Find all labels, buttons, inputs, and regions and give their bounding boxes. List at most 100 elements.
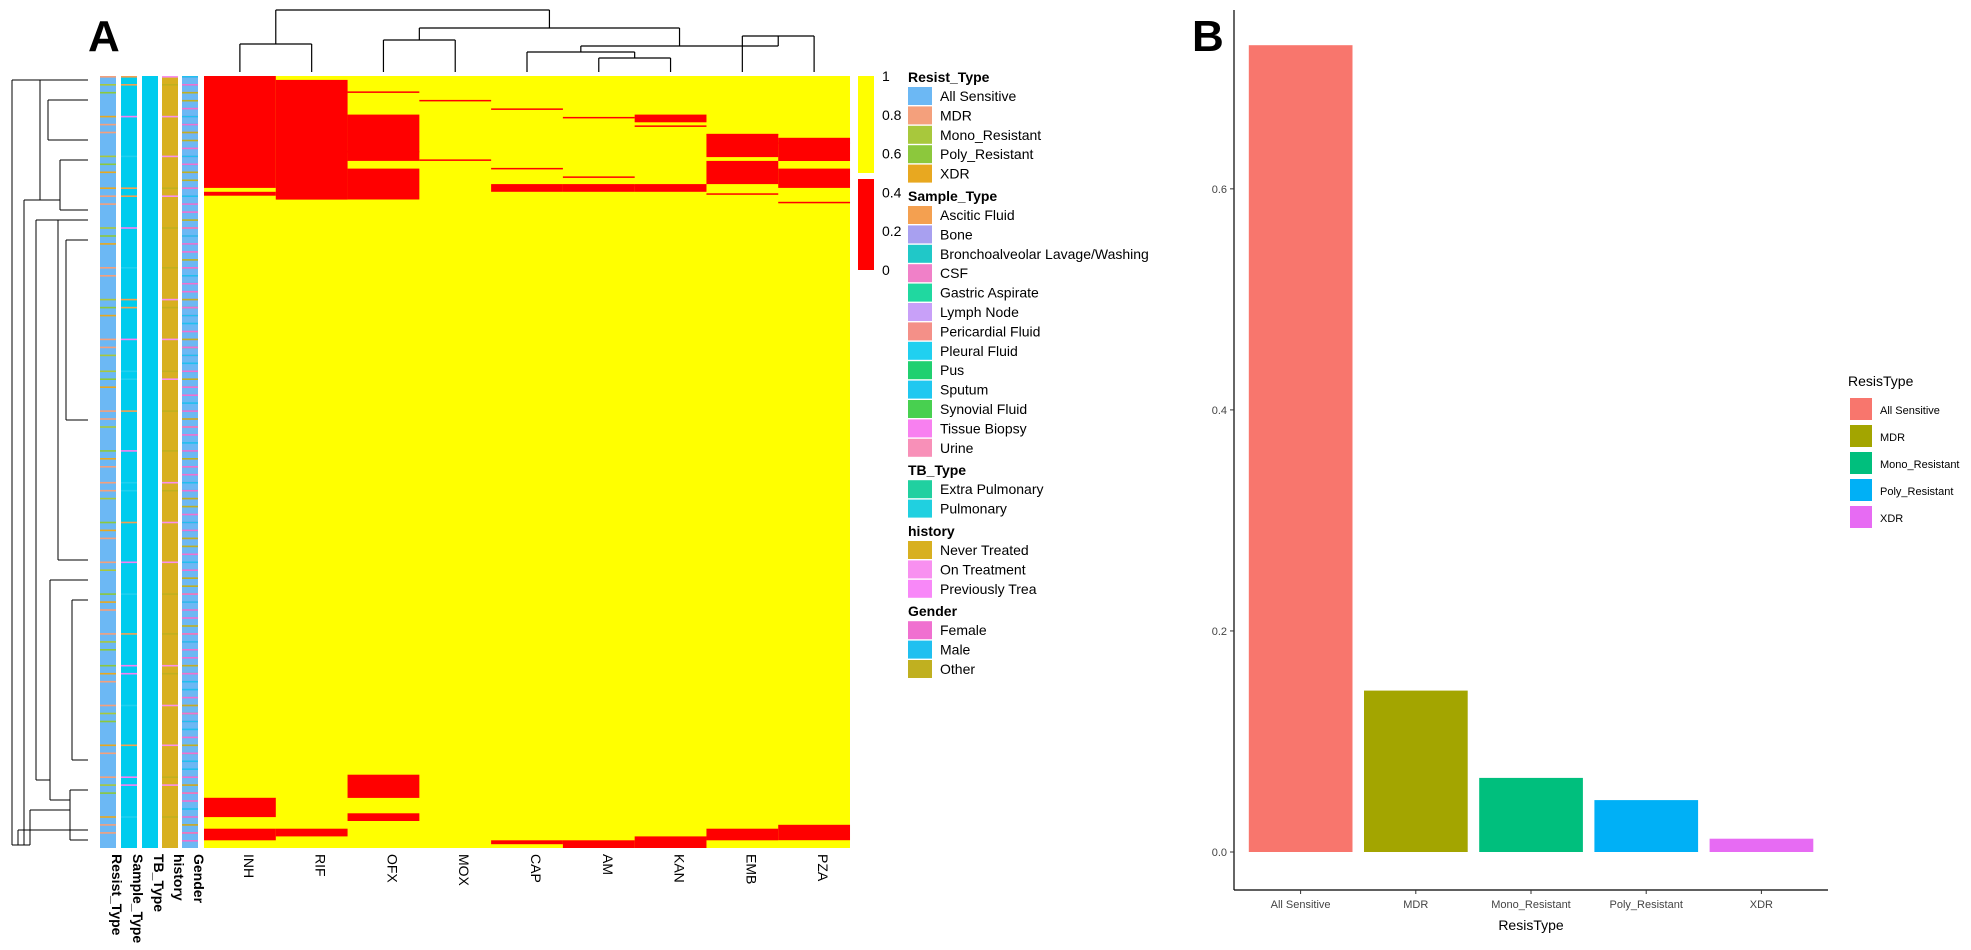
annotation-stripe xyxy=(182,282,198,285)
annotation-stripe xyxy=(182,314,198,317)
annotation-stripe xyxy=(100,306,116,309)
heatmap-cell-resistant xyxy=(347,91,420,93)
bar-mdr xyxy=(1364,690,1468,852)
bar-poly-resistant xyxy=(1594,800,1699,852)
color-scale-tick: 0.8 xyxy=(882,107,902,123)
annotation-stripe xyxy=(121,378,137,380)
legend-label: Sputum xyxy=(940,382,988,398)
heatmap-cell-resistant xyxy=(347,114,420,161)
annotation-stripe xyxy=(121,410,137,412)
annotation-stripe xyxy=(162,338,178,341)
annotation-stripe xyxy=(182,505,198,508)
legend-swatch xyxy=(908,206,932,224)
annotation-stripe xyxy=(162,816,178,818)
annotation-stripe xyxy=(162,744,178,747)
annotation-stripe xyxy=(182,553,198,556)
bar-xdr xyxy=(1709,838,1814,852)
legend-label: Gastric Aspirate xyxy=(940,285,1039,301)
annotation-track-gender xyxy=(182,76,198,848)
track-label: history xyxy=(171,854,187,901)
legend-swatch xyxy=(908,303,932,321)
annotation-stripe xyxy=(100,752,116,755)
annotation-stripe xyxy=(100,712,116,715)
heatmap-cell-resistant xyxy=(562,116,635,119)
heatmap-panel: A Resist_Type Sample_Type TB_Type history Ge… xyxy=(11,9,1149,943)
heatmap-cell-resistant xyxy=(778,824,851,841)
heatmap-cell-resistant xyxy=(275,79,348,200)
annotation-stripe xyxy=(162,378,178,380)
annotation-stripe xyxy=(100,91,116,94)
annotation-stripe xyxy=(121,187,137,189)
annotation-stripe xyxy=(182,195,198,197)
legend-label: Bronchoalveolar Lavage/Washing xyxy=(940,246,1149,262)
column-label: OFX xyxy=(384,854,400,883)
annotation-stripe xyxy=(162,481,178,484)
column-label: KAN xyxy=(672,854,688,883)
annotation-stripe xyxy=(100,609,116,611)
column-label: AM xyxy=(600,854,616,875)
heatmap-cell-resistant xyxy=(778,142,851,144)
annotation-stripe xyxy=(100,649,116,651)
annotation-stripe xyxy=(121,776,137,778)
heatmap-cell-resistant xyxy=(275,828,348,837)
bar-chart-panel: B 0.0 0.2 0.4 0.6 All Sensitive MDR Mono_Resis… xyxy=(1192,0,1971,945)
annotation-stripe xyxy=(100,123,116,126)
annotation-stripe xyxy=(162,227,178,229)
annotation-stripe xyxy=(162,195,178,197)
annotation-stripe xyxy=(100,426,116,428)
annotation-stripe xyxy=(182,672,198,675)
legend-label: Previously Trea xyxy=(940,581,1037,597)
annotation-stripe xyxy=(100,458,116,460)
annotation-stripe xyxy=(100,346,116,349)
annotation-stripe xyxy=(182,251,198,253)
annotation-stripe xyxy=(121,481,137,484)
annotation-stripe xyxy=(162,306,178,309)
annotation-stripe xyxy=(100,672,116,675)
color-scale-tick: 0.2 xyxy=(882,223,902,239)
annotation-stripe xyxy=(182,442,198,444)
annotation-stripe xyxy=(100,84,116,86)
annotation-stripe xyxy=(121,306,137,309)
legend-label: Never Treated xyxy=(940,542,1029,558)
annotation-stripe xyxy=(182,163,198,166)
legend-label: All Sensitive xyxy=(940,88,1016,104)
annotation-stripe xyxy=(100,298,116,301)
annotation-stripe xyxy=(182,752,198,755)
annotation-stripe xyxy=(100,832,116,834)
annotation-stripe xyxy=(182,219,198,221)
track-label: Resist_Type xyxy=(109,854,125,936)
annotation-stripe xyxy=(182,458,198,460)
annotation-stripe xyxy=(121,744,137,747)
annotation-stripe xyxy=(182,267,198,269)
annotation-stripe xyxy=(182,370,198,373)
annotation-stripe xyxy=(100,569,116,571)
panel-label-b: B xyxy=(1192,12,1224,61)
annotation-stripe xyxy=(162,776,178,778)
annotation-stripe xyxy=(121,84,137,86)
annotation-stripe xyxy=(182,187,198,189)
annotation-stripe xyxy=(100,418,116,420)
column-label: EMB xyxy=(743,854,759,884)
annotation-stripe xyxy=(182,115,198,118)
annotation-stripe xyxy=(162,267,178,269)
legend-label: Poly_Resistant xyxy=(940,146,1033,162)
annotation-stripe xyxy=(182,728,198,731)
column-label: RIF xyxy=(313,854,329,877)
heatmap-cell-resistant xyxy=(347,774,420,798)
heatmap-cell-resistant xyxy=(778,201,851,204)
legend-label: MDR xyxy=(940,107,972,123)
annotation-stripe xyxy=(182,744,198,747)
heatmap-cell-resistant xyxy=(419,99,492,102)
annotation-stripe xyxy=(182,776,198,778)
annotation-stripe xyxy=(182,354,198,357)
legend-title: Sample_Type xyxy=(908,188,997,204)
annotation-stripe xyxy=(162,704,178,707)
legend-label: Poly_Resistant xyxy=(1880,486,1953,498)
legend-swatch xyxy=(1850,479,1872,501)
annotation-stripe xyxy=(182,171,198,174)
row-dendrogram xyxy=(11,79,88,846)
legend-swatch xyxy=(1850,398,1872,420)
annotation-stripe xyxy=(100,744,116,747)
annotation-stripe xyxy=(182,76,198,78)
legend-swatch xyxy=(908,541,932,559)
